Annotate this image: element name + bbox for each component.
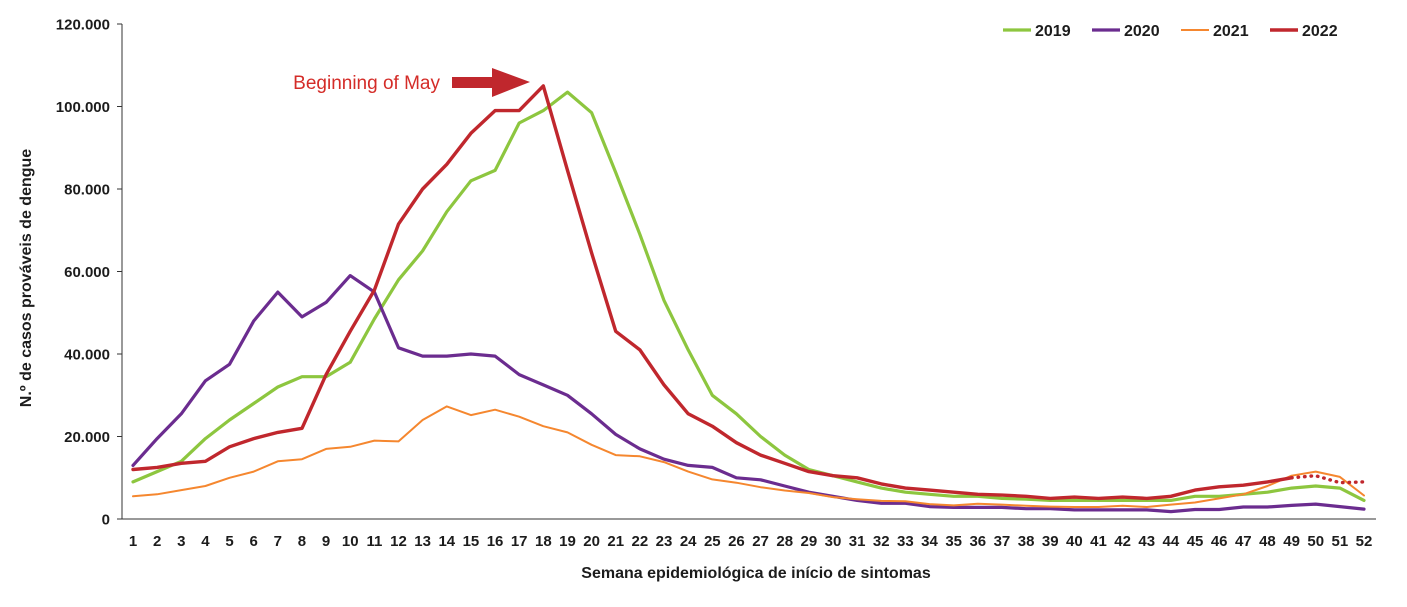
x-tick-label: 14 bbox=[438, 533, 455, 550]
x-tick-label: 44 bbox=[1163, 533, 1180, 550]
x-axis-ticks: 1 2 3 4 5 6 7 8 9 10 11 12 13 14 15 16 17 18 19 20 21 22 23 24 2… bbox=[129, 533, 1373, 550]
series-line-2022-dotted bbox=[1289, 473, 1366, 485]
y-tick-label: 0 bbox=[102, 512, 110, 529]
x-tick-label: 23 bbox=[656, 533, 673, 550]
x-tick-label: 25 bbox=[704, 533, 721, 550]
x-tick-label: 24 bbox=[680, 533, 697, 550]
x-tick-label: 31 bbox=[849, 533, 866, 550]
y-tick-label: 80.000 bbox=[64, 182, 110, 199]
x-tick-label: 2 bbox=[153, 533, 161, 550]
x-tick-label: 7 bbox=[274, 533, 282, 550]
legend-item-2021: 2021 bbox=[1181, 23, 1249, 40]
x-tick-label: 5 bbox=[225, 533, 233, 550]
legend-item-2020: 2020 bbox=[1092, 23, 1160, 40]
x-tick-label: 19 bbox=[559, 533, 576, 550]
x-tick-label: 17 bbox=[511, 533, 528, 550]
x-tick-label: 45 bbox=[1187, 533, 1204, 550]
x-tick-label: 15 bbox=[463, 533, 480, 550]
x-tick-label: 8 bbox=[298, 533, 306, 550]
series-line-2021 bbox=[132, 405, 1365, 508]
legend-label: 2021 bbox=[1213, 23, 1249, 40]
x-tick-label: 27 bbox=[752, 533, 769, 550]
x-tick-label: 16 bbox=[487, 533, 504, 550]
series-line-2019 bbox=[131, 90, 1366, 502]
annotation-text: Beginning of May bbox=[293, 73, 440, 94]
x-tick-label: 47 bbox=[1235, 533, 1252, 550]
legend-label: 2020 bbox=[1124, 23, 1160, 40]
x-tick-label: 13 bbox=[414, 533, 431, 550]
x-axis-label: Semana epidemiológica de início de sinto… bbox=[581, 565, 931, 582]
x-tick-label: 46 bbox=[1211, 533, 1228, 550]
x-tick-label: 42 bbox=[1114, 533, 1131, 550]
x-tick-label: 41 bbox=[1090, 533, 1107, 550]
x-tick-label: 40 bbox=[1066, 533, 1083, 550]
x-tick-label: 48 bbox=[1259, 533, 1276, 550]
y-tick-label: 40.000 bbox=[64, 347, 110, 364]
y-tick-label: 60.000 bbox=[64, 264, 110, 281]
legend-item-2022: 2022 bbox=[1270, 23, 1338, 40]
y-axis-label: N.º de casos prováveis de dengue bbox=[18, 149, 35, 407]
x-tick-label: 34 bbox=[921, 533, 938, 550]
x-tick-label: 32 bbox=[873, 533, 890, 550]
x-tick-label: 1 bbox=[129, 533, 137, 550]
x-tick-label: 43 bbox=[1138, 533, 1155, 550]
legend-item-2019: 2019 bbox=[1003, 23, 1071, 40]
y-axis-ticks: 0 20.000 40.000 60.000 80.000 100.000 120.000 bbox=[56, 17, 122, 529]
x-tick-label: 37 bbox=[994, 533, 1011, 550]
series-line-2020 bbox=[131, 274, 1366, 514]
x-tick-label: 35 bbox=[945, 533, 962, 550]
x-tick-label: 10 bbox=[342, 533, 359, 550]
annotation-arrow-icon bbox=[452, 68, 530, 97]
x-tick-label: 28 bbox=[776, 533, 793, 550]
x-tick-label: 6 bbox=[250, 533, 258, 550]
x-tick-label: 50 bbox=[1307, 533, 1324, 550]
legend-label: 2022 bbox=[1302, 23, 1338, 40]
x-tick-label: 20 bbox=[583, 533, 600, 550]
x-tick-label: 12 bbox=[390, 533, 407, 550]
x-tick-label: 29 bbox=[800, 533, 817, 550]
y-tick-label: 100.000 bbox=[56, 99, 110, 116]
legend-label: 2019 bbox=[1035, 23, 1071, 40]
x-tick-label: 38 bbox=[1018, 533, 1035, 550]
y-tick-label: 20.000 bbox=[64, 429, 110, 446]
x-tick-label: 36 bbox=[969, 533, 986, 550]
x-tick-label: 51 bbox=[1332, 533, 1349, 550]
series-line-2022 bbox=[131, 84, 1294, 501]
x-tick-label: 22 bbox=[632, 533, 649, 550]
x-tick-label: 26 bbox=[728, 533, 745, 550]
x-tick-label: 39 bbox=[1042, 533, 1059, 550]
x-tick-label: 30 bbox=[825, 533, 842, 550]
series-lines bbox=[131, 84, 1366, 514]
x-tick-label: 49 bbox=[1283, 533, 1300, 550]
x-tick-label: 18 bbox=[535, 533, 552, 550]
legend: 2019 2020 2021 2022 bbox=[1003, 23, 1338, 40]
annotation: Beginning of May bbox=[293, 68, 530, 97]
x-tick-label: 9 bbox=[322, 533, 330, 550]
x-tick-label: 11 bbox=[366, 533, 382, 550]
x-tick-label: 52 bbox=[1356, 533, 1373, 550]
x-tick-label: 4 bbox=[201, 533, 210, 550]
x-tick-label: 3 bbox=[177, 533, 185, 550]
y-tick-label: 120.000 bbox=[56, 17, 110, 34]
x-tick-label: 33 bbox=[897, 533, 914, 550]
x-tick-label: 21 bbox=[607, 533, 624, 550]
